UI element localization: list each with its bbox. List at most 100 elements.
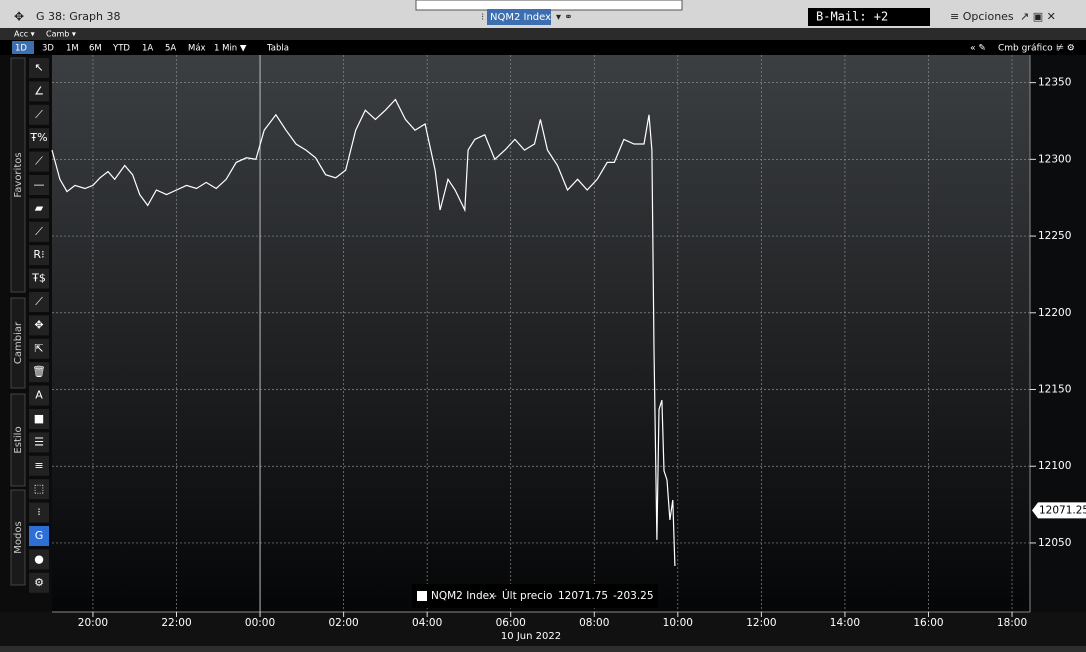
tool-button[interactable] (29, 58, 49, 78)
tool-icon[interactable]: G (35, 529, 44, 542)
tool-icon[interactable]: ⚙ (34, 576, 44, 589)
tool-button[interactable] (29, 221, 49, 242)
menu-item[interactable]: Acc ▾ (14, 30, 35, 39)
tool-icon[interactable]: ≡ (34, 459, 43, 472)
ticker-dropdown[interactable]: ▾ ⚭ (556, 12, 573, 23)
tool-icon[interactable]: ⁝ (37, 506, 41, 519)
ticker-frame (415, 0, 683, 11)
tool-button[interactable] (29, 175, 49, 195)
tool-button[interactable] (29, 128, 49, 149)
collapse-icon[interactable]: « ✎ (970, 44, 986, 54)
tool-icon[interactable]: ▰ (35, 201, 44, 214)
tool-button[interactable] (29, 502, 49, 523)
tool-button[interactable] (29, 104, 49, 125)
chart-change[interactable]: Cmb gráfico (998, 44, 1053, 54)
tab[interactable]: 5A (165, 44, 176, 54)
x-axis-area (0, 612, 1086, 646)
section-bar (10, 489, 26, 586)
x-tick-label: 06:00 (496, 617, 526, 629)
active-tab (12, 41, 34, 54)
tool-button[interactable] (29, 526, 49, 546)
tool-button[interactable] (29, 432, 49, 453)
tab[interactable]: 1 Min ▼ (214, 44, 247, 54)
tool-icon[interactable]: ⟋ (35, 155, 43, 168)
tool-button[interactable] (29, 385, 49, 406)
section-bar (10, 393, 26, 487)
tool-icon[interactable]: ↖ (34, 61, 43, 74)
y-axis-area (1030, 55, 1086, 612)
tool-button[interactable] (29, 315, 49, 336)
tool-icon[interactable]: ⟋ (35, 108, 43, 121)
tool-icon[interactable]: ⟋ (35, 295, 43, 308)
tool-button[interactable] (29, 268, 49, 289)
tab[interactable]: 6M (89, 44, 102, 54)
window-title: G 38: Graph 38 (36, 10, 120, 23)
legend-name: NQM2 Index (431, 590, 495, 602)
y-tick-label: 12350 (1038, 77, 1071, 89)
section-bar (10, 297, 26, 389)
tab[interactable]: Máx (188, 44, 206, 54)
tab[interactable]: 3D (42, 44, 54, 54)
tab[interactable]: 1A (142, 44, 153, 54)
tool-icon[interactable]: ✥ (34, 318, 43, 331)
mail[interactable]: B-Mail: +2 (816, 10, 888, 24)
price-line (51, 98, 676, 567)
legend-label: Últ precio (502, 589, 552, 602)
tool-icon[interactable]: ∠ (34, 84, 44, 97)
legend-box (412, 584, 658, 608)
handle: ⁝ (481, 12, 484, 23)
tool-icon[interactable]: ☰ (34, 435, 44, 448)
legend-change: -203.25 (613, 590, 654, 602)
tool-button[interactable] (29, 572, 49, 593)
tool-button[interactable] (29, 151, 49, 172)
menu-item[interactable]: Camb ▾ (46, 30, 76, 39)
ticker-box[interactable] (487, 9, 551, 25)
x-tick-label: 10:00 (663, 617, 693, 629)
y-tick-label: 12250 (1038, 230, 1071, 242)
x-tick-label: 22:00 (161, 617, 191, 629)
tool-button[interactable] (29, 479, 49, 500)
x-axis-date: 10 Jun 2022 (501, 631, 561, 642)
tool-icon[interactable]: — (34, 178, 45, 191)
tool-button[interactable] (29, 198, 49, 219)
tool-icon[interactable]: A (35, 389, 43, 402)
y-tick-label: 12300 (1038, 153, 1071, 165)
window-controls[interactable]: ↗ ▣ ✕ (1020, 10, 1056, 23)
tab[interactable]: Tabla (266, 44, 289, 54)
section-label: Favoritos (13, 152, 24, 197)
last-price-tag (1032, 502, 1086, 519)
options[interactable]: ≡ Opciones (950, 10, 1014, 23)
y-tick-label: 12100 (1038, 460, 1071, 472)
settings-icons[interactable]: ⊭ ⚙ (1056, 44, 1075, 54)
tool-button[interactable] (29, 549, 49, 570)
x-tick-label: 12:00 (746, 617, 776, 629)
tool-icon[interactable]: ● (34, 552, 44, 565)
tab[interactable]: 1D (15, 44, 27, 54)
ticker[interactable]: NQM2 Index (490, 12, 551, 23)
section-bar (10, 57, 26, 293)
tool-button[interactable] (29, 362, 49, 383)
menu-bar (0, 28, 1086, 40)
tool-button[interactable] (29, 81, 49, 102)
mail-box[interactable] (808, 8, 930, 26)
y-tick-label: 12050 (1038, 537, 1071, 549)
tab[interactable]: 1M (66, 44, 79, 54)
tab[interactable]: YTD (112, 44, 130, 54)
tool-icon[interactable]: ■ (34, 412, 44, 425)
tool-button[interactable] (29, 455, 49, 476)
tool-icon[interactable]: ⬚ (34, 482, 44, 495)
tool-button[interactable] (29, 338, 49, 359)
tool-button[interactable] (29, 409, 49, 429)
tool-icon[interactable]: ⟋ (35, 225, 43, 238)
tool-icon[interactable]: ⇱ (34, 342, 43, 355)
legend-sep: - (493, 590, 497, 602)
tool-icon[interactable]: Ŧ% (29, 131, 47, 144)
tool-icon[interactable]: 🗑 (32, 365, 46, 378)
tool-button[interactable] (29, 292, 49, 312)
tool-button[interactable] (29, 245, 49, 266)
move-icon[interactable]: ✥ (14, 10, 24, 24)
x-tick-label: 14:00 (830, 617, 860, 629)
tool-icon[interactable]: Ŧ$ (31, 272, 46, 285)
tool-icon[interactable]: R⁝ (33, 248, 44, 261)
y-tick-label: 12150 (1038, 384, 1071, 396)
